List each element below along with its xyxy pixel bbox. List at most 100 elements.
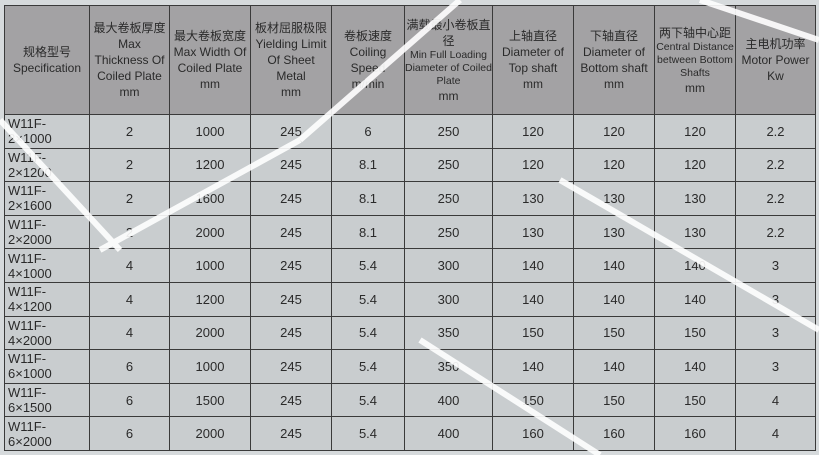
value-cell: 5.4 bbox=[331, 248, 405, 283]
table-row: W11F-6×2000 6 2000 245 5.4 400 160 160 160 4 bbox=[4, 416, 816, 451]
header-unit: mm bbox=[438, 88, 459, 103]
header-en: Yielding Limit Of Sheet Metal bbox=[255, 37, 327, 83]
header-unit: mm bbox=[685, 80, 705, 95]
value-cell: 245 bbox=[250, 349, 332, 384]
value-cell: 140 bbox=[492, 281, 574, 317]
value-cell: 160 bbox=[492, 416, 574, 451]
table-row: W11F-4×1000 4 1000 245 5.4 300 140 140 140 3 bbox=[4, 248, 816, 283]
model-cell: W11F-6×1000 bbox=[4, 349, 90, 384]
header-unit: mm bbox=[200, 77, 220, 91]
value-cell: 4 bbox=[89, 315, 170, 351]
value-cell: 6 bbox=[89, 416, 170, 451]
header-cn: 最大卷板厚度 bbox=[93, 21, 166, 35]
header-cn: 规格型号 bbox=[22, 45, 71, 59]
value-cell: 140 bbox=[492, 248, 574, 283]
column-header: 卷板速度 Coiling Speed m/min bbox=[331, 5, 405, 115]
header-en: Motor Power bbox=[741, 53, 810, 67]
value-cell: 250 bbox=[404, 181, 493, 216]
value-cell: 245 bbox=[250, 315, 332, 351]
value-cell: 3 bbox=[735, 281, 816, 317]
value-cell: 245 bbox=[250, 147, 332, 183]
value-cell: 1000 bbox=[169, 248, 251, 283]
value-cell: 300 bbox=[404, 281, 493, 317]
value-cell: 245 bbox=[250, 114, 332, 149]
value-cell: 120 bbox=[573, 114, 655, 149]
value-cell: 160 bbox=[654, 416, 736, 451]
value-cell: 3 bbox=[735, 315, 816, 351]
header-en: Diameter of Bottom shaft bbox=[580, 45, 648, 75]
column-header: 上轴直径 Diameter of Top shaft mm bbox=[492, 5, 574, 115]
value-cell: 4 bbox=[89, 281, 170, 317]
value-cell: 140 bbox=[654, 349, 736, 384]
header-cn: 下轴直径 bbox=[589, 29, 638, 43]
value-cell: 350 bbox=[404, 349, 493, 384]
value-cell: 6 bbox=[89, 349, 170, 384]
value-cell: 2000 bbox=[169, 214, 251, 250]
value-cell: 1200 bbox=[169, 281, 251, 317]
value-cell: 2 bbox=[89, 181, 170, 216]
value-cell: 5.4 bbox=[331, 281, 405, 317]
value-cell: 245 bbox=[250, 248, 332, 283]
value-cell: 5.4 bbox=[331, 349, 405, 384]
value-cell: 4 bbox=[89, 248, 170, 283]
value-cell: 130 bbox=[573, 214, 655, 250]
column-header: 满载最小卷板直径 Min Full Loading Diameter of Coi… bbox=[404, 5, 493, 115]
value-cell: 2.2 bbox=[735, 114, 816, 149]
value-cell: 2 bbox=[89, 214, 170, 250]
header-en: Coiling Speed bbox=[349, 45, 387, 75]
header-en: Max Thickness Of Coiled Plate bbox=[94, 37, 165, 83]
value-cell: 8.1 bbox=[331, 147, 405, 183]
header-cn: 板材屈服极限 bbox=[254, 21, 327, 35]
value-cell: 4 bbox=[735, 416, 816, 451]
value-cell: 350 bbox=[404, 315, 493, 351]
value-cell: 130 bbox=[492, 214, 574, 250]
table-row: W11F-6×1000 6 1000 245 5.4 350 140 140 140 3 bbox=[4, 349, 816, 384]
value-cell: 150 bbox=[492, 315, 574, 351]
table-row: W11F-2×2000 2 2000 245 8.1 250 130 130 130 2.2 bbox=[4, 214, 816, 250]
value-cell: 5.4 bbox=[331, 315, 405, 351]
column-header: 最大卷板宽度 Max Width Of Coiled Plate mm bbox=[169, 5, 251, 115]
value-cell: 120 bbox=[654, 147, 736, 183]
header-cn: 两下轴中心距 bbox=[658, 25, 731, 40]
value-cell: 2.2 bbox=[735, 181, 816, 216]
column-header: 最大卷板厚度 Max Thickness Of Coiled Plate mm bbox=[89, 5, 170, 115]
value-cell: 2 bbox=[89, 147, 170, 183]
value-cell: 5.4 bbox=[331, 416, 405, 451]
value-cell: 4 bbox=[735, 382, 816, 418]
model-cell: W11F-4×1000 bbox=[4, 248, 90, 283]
table-row: W11F-2×1600 2 1600 245 8.1 250 130 130 130 2.2 bbox=[4, 181, 816, 216]
value-cell: 250 bbox=[404, 147, 493, 183]
header-unit: mm bbox=[119, 85, 140, 99]
value-cell: 300 bbox=[404, 248, 493, 283]
model-cell: W11F-4×2000 bbox=[4, 315, 90, 351]
header-unit: Kw bbox=[767, 69, 784, 83]
model-cell: W11F-6×2000 bbox=[4, 416, 90, 451]
model-cell: W11F-2×2000 bbox=[4, 214, 90, 250]
value-cell: 1000 bbox=[169, 114, 251, 149]
header-row: 规格型号 Specification 最大卷板厚度 Max Thickness Of … bbox=[4, 5, 816, 115]
value-cell: 1200 bbox=[169, 147, 251, 183]
value-cell: 130 bbox=[654, 214, 736, 250]
value-cell: 250 bbox=[404, 114, 493, 149]
value-cell: 400 bbox=[404, 382, 493, 418]
header-cn: 上轴直径 bbox=[508, 29, 557, 43]
value-cell: 250 bbox=[404, 214, 493, 250]
value-cell: 130 bbox=[573, 181, 655, 216]
value-cell: 5.4 bbox=[331, 382, 405, 418]
value-cell: 245 bbox=[250, 382, 332, 418]
value-cell: 2.2 bbox=[735, 147, 816, 183]
value-cell: 245 bbox=[250, 281, 332, 317]
header-en: Central Distance between Bottom Shafts bbox=[656, 40, 734, 79]
header-en: Diameter of Top shaft bbox=[501, 45, 565, 75]
value-cell: 245 bbox=[250, 214, 332, 250]
value-cell: 150 bbox=[654, 315, 736, 351]
value-cell: 160 bbox=[573, 416, 655, 451]
value-cell: 140 bbox=[492, 349, 574, 384]
value-cell: 3 bbox=[735, 349, 816, 384]
value-cell: 2.2 bbox=[735, 214, 816, 250]
table-row: W11F-4×1200 4 1200 245 5.4 300 140 140 140 3 bbox=[4, 281, 816, 317]
value-cell: 120 bbox=[492, 147, 574, 183]
value-cell: 6 bbox=[331, 114, 405, 149]
value-cell: 2000 bbox=[169, 416, 251, 451]
value-cell: 150 bbox=[492, 382, 574, 418]
